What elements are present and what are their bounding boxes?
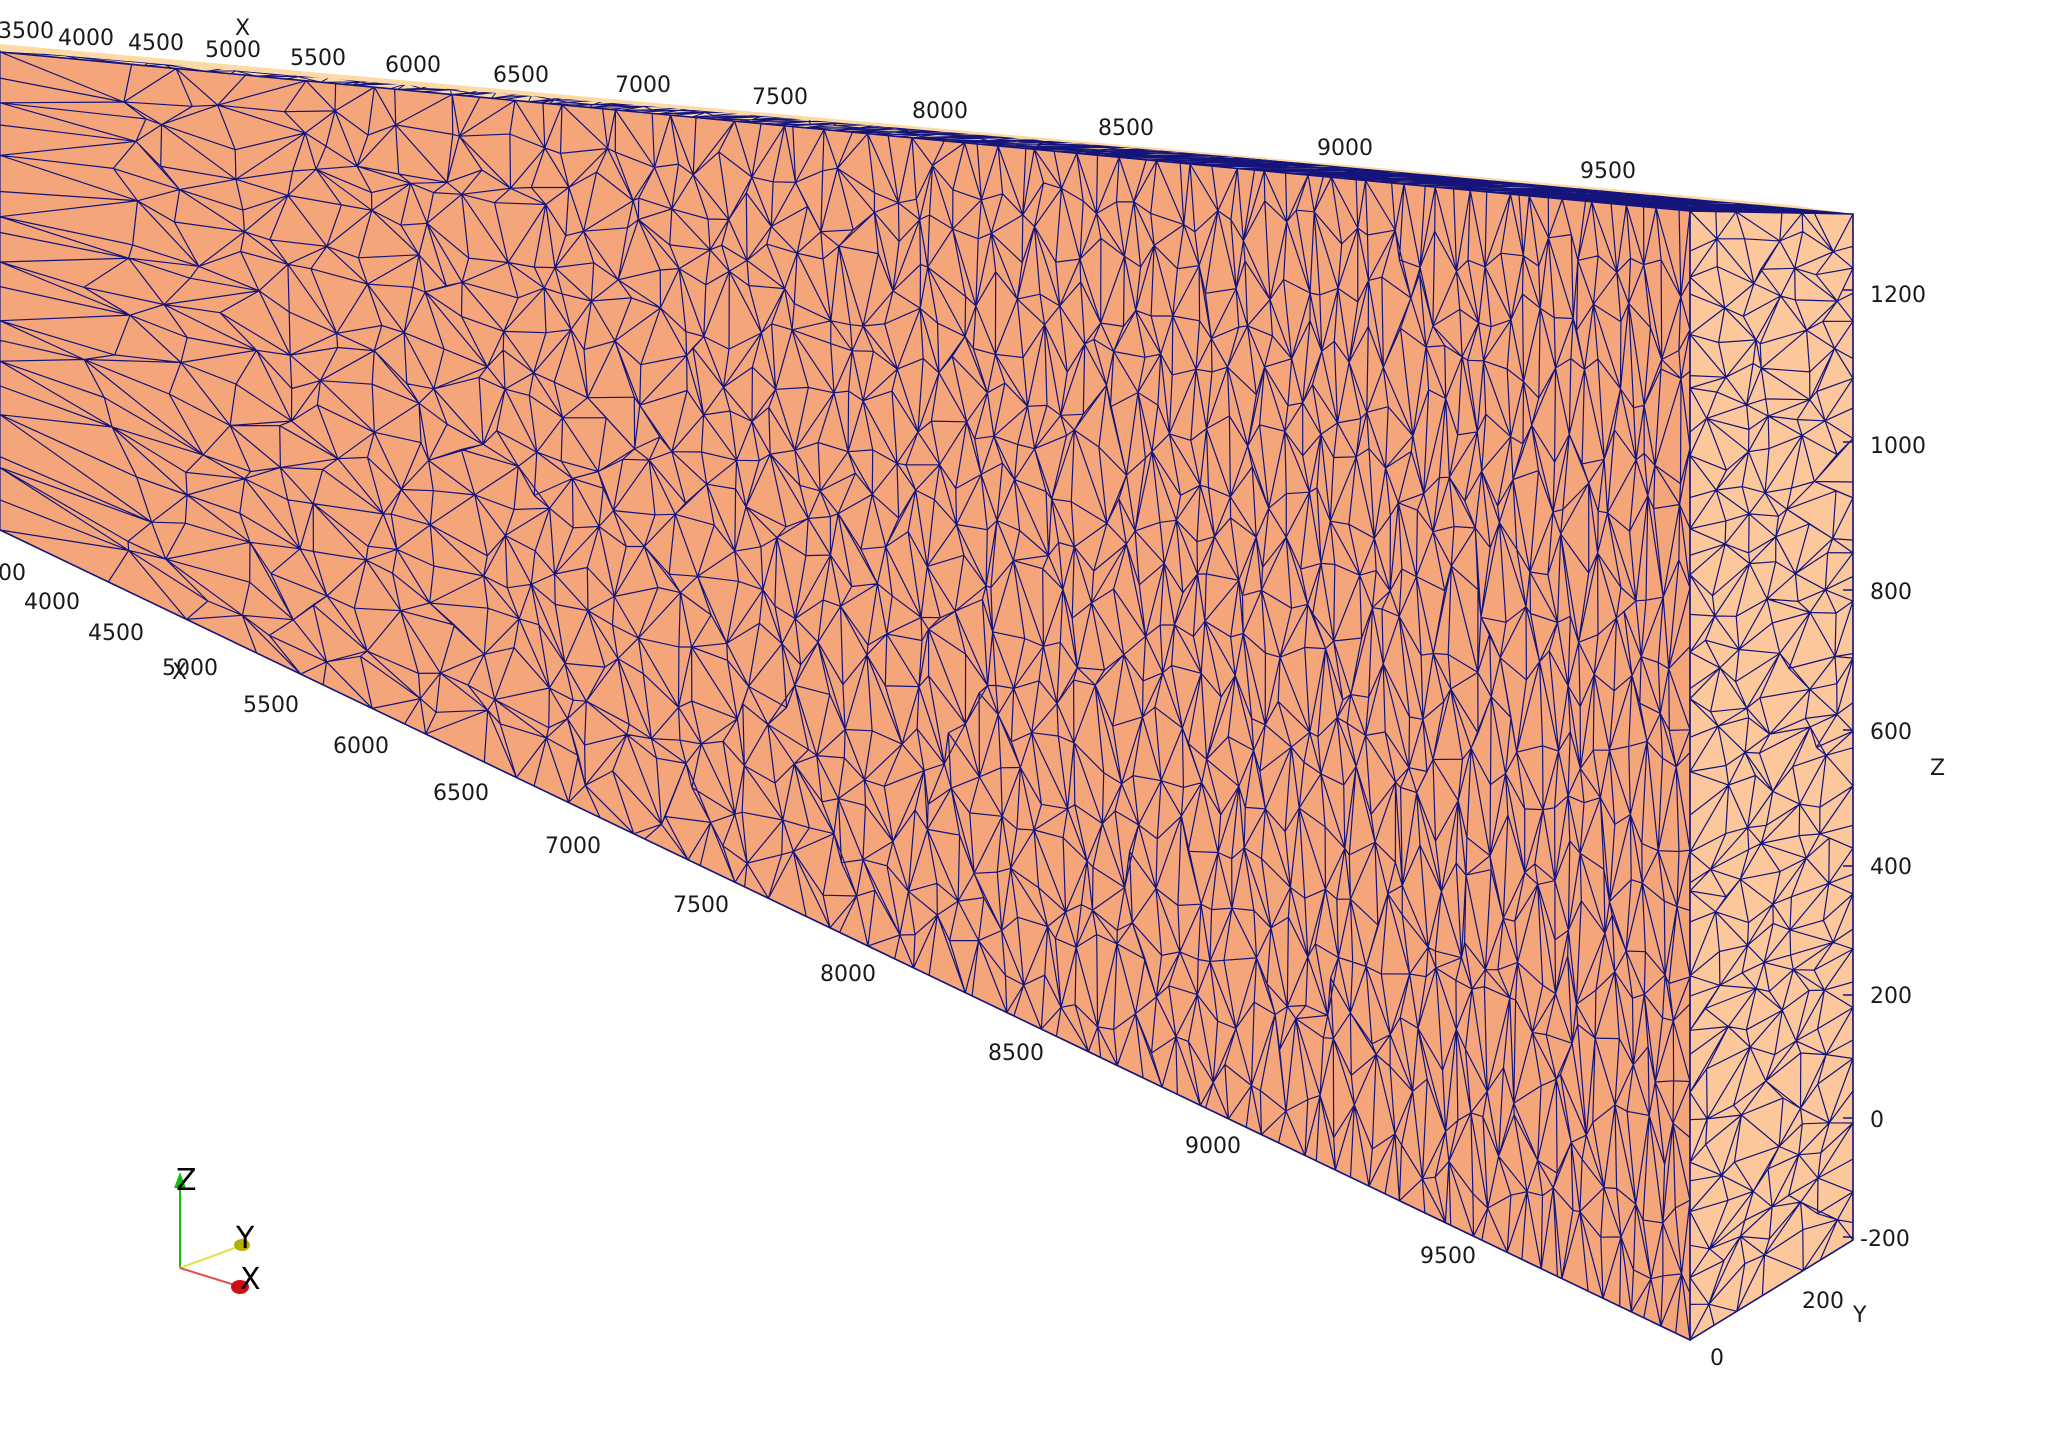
bottom-x-tick: 6500: [433, 781, 489, 806]
bottom-x-tick: 5000: [162, 656, 218, 681]
bottom-x-tick: 8500: [988, 1041, 1044, 1066]
y-axis-title: Y: [1852, 1303, 1867, 1328]
top-x-tick: 7500: [752, 85, 808, 110]
top-x-tick: 4000: [58, 26, 114, 51]
orientation-triad[interactable]: Z Y X: [174, 1163, 261, 1297]
top-x-tick: 7000: [615, 73, 671, 98]
top-x-tick: 9000: [1317, 136, 1373, 161]
y-tick: 200: [1802, 1289, 1844, 1314]
z-tick: -200: [1860, 1227, 1910, 1252]
bottom-x-tick: 9000: [1185, 1134, 1241, 1159]
triad-x-label: X: [240, 1262, 261, 1297]
top-x-tick: 8500: [1098, 116, 1154, 141]
top-x-tick: 6500: [493, 63, 549, 88]
top-x-tick: 5500: [290, 46, 346, 71]
top-x-tick: 9500: [1580, 159, 1636, 184]
bottom-x-tick: 5500: [243, 693, 299, 718]
z-tick: 400: [1870, 855, 1912, 880]
top-x-axis-title: X: [235, 16, 250, 41]
top-x-tick: 8000: [912, 99, 968, 124]
z-tick: 1200: [1870, 283, 1926, 308]
bottom-x-axis-title: X: [172, 660, 187, 685]
top-x-tick: 3500: [0, 19, 54, 44]
bottom-x-tick: 6000: [333, 734, 389, 759]
triad-y-axis: [180, 1246, 240, 1268]
z-tick: 0: [1870, 1108, 1884, 1133]
bottom-x-tick: 7000: [545, 834, 601, 859]
triad-y-label: Y: [235, 1221, 255, 1256]
z-tick: 600: [1870, 720, 1912, 745]
z-tick: 1000: [1870, 434, 1926, 459]
top-x-tick: 5000: [205, 38, 261, 63]
z-axis-title: Z: [1930, 756, 1945, 781]
top-x-tick: 4500: [128, 31, 184, 56]
bottom-x-tick: 4500: [88, 621, 144, 646]
triad-z-label: Z: [176, 1163, 197, 1198]
top-x-tick: 6000: [385, 53, 441, 78]
bottom-x-tick: 4000: [24, 590, 80, 615]
bottom-x-tick: 9500: [1420, 1244, 1476, 1269]
bottom-x-tick: 7500: [673, 893, 729, 918]
y-tick: 0: [1710, 1346, 1724, 1371]
z-tick: 800: [1870, 580, 1912, 605]
z-tick: 200: [1870, 984, 1912, 1009]
z-axis: 1200 1000 800 600 400 200 0 -200 Z: [1860, 283, 1945, 1252]
triad-x-axis: [180, 1268, 238, 1286]
bottom-x-tick: 00: [0, 561, 26, 586]
bottom-x-tick: 8000: [820, 962, 876, 987]
